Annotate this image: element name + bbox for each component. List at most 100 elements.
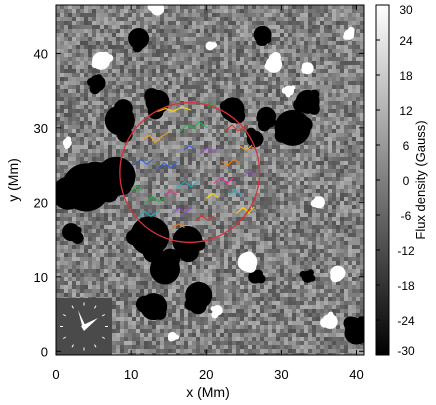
flux-pixel [256,245,260,249]
flux-pixel [176,169,180,173]
flux-pixel [180,113,184,117]
flux-pixel [340,205,344,209]
flux-pixel [296,205,300,209]
flux-pixel [196,93,200,97]
flux-pixel [332,249,336,253]
flux-pixel [80,249,84,253]
flux-pixel [188,169,192,173]
flux-pixel [352,17,356,21]
flux-pixel [184,189,188,193]
flux-pixel [256,61,260,65]
flux-pixel [268,41,272,45]
flux-pixel [172,9,176,13]
flux-pixel [312,129,316,133]
flux-pixel [292,249,296,253]
flux-pixel [348,241,352,245]
flux-pixel [92,141,96,145]
flux-pixel [76,153,80,157]
flux-pixel [204,161,208,165]
flux-pixel [176,209,180,213]
flux-pixel [200,25,204,29]
flux-pixel [72,145,76,149]
flux-pixel [228,53,232,57]
flux-pixel [80,45,84,49]
flux-pixel [360,253,364,257]
flux-pixel [92,109,96,113]
flux-pixel [264,253,268,257]
flux-pixel [308,253,312,257]
flux-pixel [344,137,348,141]
flux-pixel [296,197,300,201]
flux-pixel [320,25,324,29]
flux-pixel [160,65,164,69]
flux-pixel [336,169,340,173]
flux-pixel [60,41,64,45]
flux-pixel [56,101,60,105]
flux-pixel [88,213,92,217]
flux-pixel [248,201,252,205]
flux-pixel [340,53,344,57]
flux-pixel [216,225,220,229]
flux-pixel [356,241,360,245]
flux-pixel [348,253,352,257]
flux-pixel [72,245,76,249]
flux-pixel [244,97,248,101]
flux-pixel [56,9,60,13]
flux-pixel [140,57,144,61]
flux-pixel [204,29,208,33]
flux-pixel [56,69,60,73]
flux-pixel [184,113,188,117]
flux-pixel [288,241,292,245]
flux-pixel [200,113,204,117]
flux-pixel [136,21,140,25]
flux-pixel [356,97,360,101]
flux-pixel [204,89,208,93]
flux-pixel [204,149,208,153]
flux-pixel [228,25,232,29]
flux-pixel [208,197,212,201]
flux-pixel [328,65,332,69]
flux-pixel [360,225,364,229]
flux-pixel [248,93,252,97]
flux-pixel [208,133,212,137]
flux-pixel [288,101,292,105]
flux-pixel [212,77,216,81]
flux-pixel [276,49,280,53]
flux-pixel [60,145,64,149]
flux-pixel [244,229,248,233]
flux-pixel [188,9,192,13]
flux-pixel [196,145,200,149]
flux-pixel [232,209,236,213]
flux-pixel [212,93,216,97]
flux-pixel [208,157,212,161]
flux-pixel [292,205,296,209]
flux-pixel [128,245,132,249]
flux-pixel [176,173,180,177]
flux-pixel [264,237,268,241]
flux-pixel [156,141,160,145]
flux-pixel [208,25,212,29]
flux-pixel [216,173,220,177]
flux-pixel [296,241,300,245]
flux-pixel [348,121,352,125]
flux-pixel [76,141,80,145]
flux-pixel [76,161,80,165]
flux-pixel [164,145,168,149]
flux-pixel [176,105,180,109]
flux-pixel [180,93,184,97]
flux-pixel [184,53,188,57]
flux-pixel [260,177,264,181]
flux-pixel [148,69,152,73]
flux-pixel [224,237,228,241]
flux-pixel [284,185,288,189]
flux-pixel [328,193,332,197]
flux-pixel [112,97,116,101]
flux-pixel [192,213,196,217]
flux-pixel [112,13,116,17]
flux-pixel [116,81,120,85]
flux-pixel [228,9,232,13]
flux-pixel [336,253,340,257]
flux-pixel [144,49,148,53]
flux-pixel [336,149,340,153]
flux-pixel [312,17,316,21]
